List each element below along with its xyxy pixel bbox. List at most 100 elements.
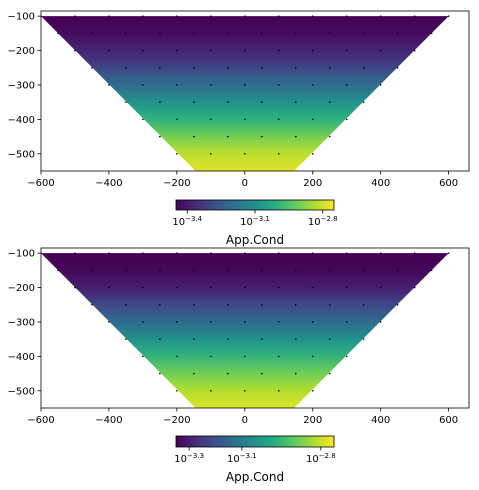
measurement-point [362, 101, 365, 103]
measurement-point [142, 118, 144, 121]
measurement-point [108, 321, 110, 323]
measurement-point [159, 372, 161, 375]
measurement-point [345, 118, 348, 121]
measurement-point [379, 15, 382, 17]
measurement-point [328, 135, 331, 138]
measurement-point [311, 389, 314, 392]
measurement-point [260, 135, 263, 138]
measurement-point [142, 252, 144, 254]
measurement-point [74, 49, 76, 52]
measurement-point [345, 252, 348, 254]
plot-area [40, 247, 470, 409]
measurement-point [328, 66, 331, 69]
measurement-point [227, 32, 229, 35]
y-tick-label: −100 [8, 12, 35, 23]
measurement-point [294, 269, 297, 272]
colorbar-label: App.Cond [226, 470, 284, 484]
measurement-point [294, 135, 297, 138]
measurement-point [159, 66, 161, 69]
measurement-point [294, 303, 297, 306]
colorbar: 10−3.4 10−3.1 10−2.8 App.Cond [172, 199, 338, 247]
measurement-point [74, 252, 76, 254]
axes-frame [40, 247, 470, 409]
measurement-point [244, 252, 246, 254]
colorbar-tick-label: 10−3.4 [172, 215, 202, 228]
measurement-point [277, 84, 280, 86]
measurement-point [108, 49, 110, 52]
measurement-points [41, 15, 450, 155]
measurement-point [176, 84, 178, 86]
measurement-point [193, 269, 195, 272]
measurement-point [277, 252, 280, 254]
y-tick-label: −100 [8, 249, 35, 260]
y-tick-label: −200 [8, 283, 35, 294]
measurement-point [159, 32, 161, 35]
measurement-point [277, 286, 280, 289]
measurement-point [142, 355, 144, 358]
measurement-point [125, 269, 127, 272]
measurement-point [176, 286, 178, 289]
colorbar-label: App.Cond [226, 233, 284, 247]
measurement-point [108, 252, 110, 254]
axes-frame [40, 10, 470, 172]
x-tick-label: 600 [439, 415, 458, 426]
colorbar-tick-label: 10−3.1 [240, 215, 270, 228]
measurement-point [91, 269, 93, 272]
measurement-point [244, 15, 246, 17]
measurement-point [108, 15, 110, 17]
measurement-point [142, 286, 144, 289]
measurement-point [57, 32, 59, 35]
measurement-point [277, 118, 280, 121]
measurement-point [294, 338, 297, 340]
measurement-point [193, 338, 195, 340]
x-tick-label: −400 [95, 415, 122, 426]
x-tick-label: −200 [163, 415, 190, 426]
measurement-point [362, 338, 365, 340]
measurement-point [244, 49, 246, 52]
measurement-point [176, 252, 178, 254]
colorbar: 10−3.3 10−3.1 10−2.8 App.Cond [174, 435, 336, 484]
measurement-point [244, 321, 246, 323]
measurement-point [176, 355, 178, 358]
measurement-point [227, 338, 229, 340]
y-tick-label: −300 [8, 317, 35, 328]
measurement-point [447, 252, 450, 254]
measurement-point [244, 286, 246, 289]
x-tick-label: 600 [439, 178, 458, 189]
colorbar-gradient [175, 199, 335, 211]
measurement-point [379, 286, 382, 289]
measurement-point [91, 66, 93, 69]
conductivity-field [41, 253, 449, 408]
measurement-point [362, 269, 365, 272]
measurement-point [430, 32, 433, 35]
plot-area [40, 10, 470, 172]
measurement-point [108, 286, 110, 289]
measurement-point [328, 372, 331, 375]
measurement-point [311, 321, 314, 323]
measurement-point [210, 15, 212, 17]
measurement-point [193, 135, 195, 138]
x-tick-label: 400 [371, 178, 390, 189]
measurement-point [176, 152, 178, 155]
y-tick-label: −500 [8, 386, 35, 397]
measurement-point [193, 372, 195, 375]
measurement-point [176, 118, 178, 121]
measurement-point [159, 101, 161, 103]
x-tick-label: −200 [163, 178, 190, 189]
colorbar-gradient [175, 435, 335, 448]
measurement-point [311, 118, 314, 121]
measurement-point [125, 32, 127, 35]
measurement-point [125, 101, 127, 103]
measurement-point [277, 152, 280, 155]
measurement-point [277, 389, 280, 392]
measurement-point [210, 118, 212, 121]
measurement-point [345, 84, 348, 86]
x-axis: −600 −400 −200 0 200 400 600 [27, 171, 458, 189]
measurement-point [328, 32, 331, 35]
measurement-point [294, 32, 297, 35]
measurement-point [210, 286, 212, 289]
measurement-point [413, 49, 416, 52]
measurement-point [227, 303, 229, 306]
measurement-point [294, 66, 297, 69]
